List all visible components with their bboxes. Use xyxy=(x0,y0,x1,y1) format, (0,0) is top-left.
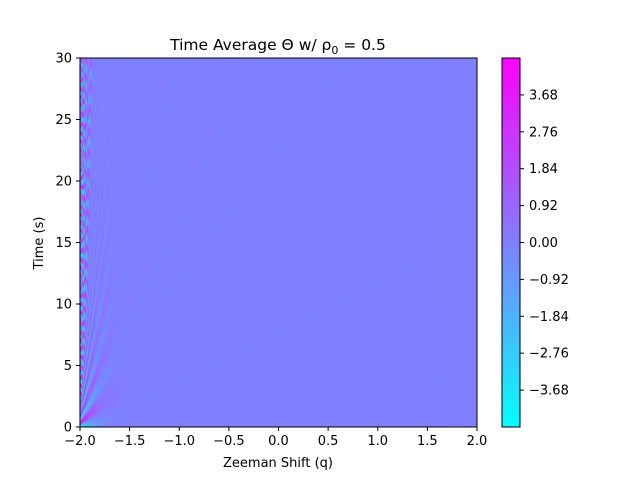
x-tick-label: 2.0 xyxy=(467,434,488,449)
colorbar: 3.68 2.76 1.84 0.92 0.00 −0.92 −1.84 −2.76 −3.68 xyxy=(501,57,569,428)
colorbar-ticks: 3.68 2.76 1.84 0.92 0.00 −0.92 −1.84 −2.76 −3.68 xyxy=(520,88,569,399)
chart-title: Time Average Θ w/ ρ0 = 0.5 xyxy=(169,36,386,57)
heatmap-image xyxy=(80,58,477,427)
x-tick-label: −0.5 xyxy=(213,434,245,449)
colorbar-tick-label: −2.76 xyxy=(529,347,569,362)
colorbar-tick-label: 0.00 xyxy=(529,236,558,251)
y-axis-label: Time (s) xyxy=(32,217,47,271)
y-tick-label: 25 xyxy=(55,113,72,128)
y-tick-label: 15 xyxy=(55,236,72,251)
colorbar-tick-label: 1.84 xyxy=(529,162,558,177)
y-tick-label: 30 xyxy=(55,52,72,67)
x-tick-label: −1.0 xyxy=(163,434,195,449)
x-axis-label: Zeeman Shift (q) xyxy=(223,456,333,471)
y-axis-ticks: 0 5 10 15 20 25 30 xyxy=(55,52,80,436)
x-axis-ticks: −2.0 −1.5 −1.0 −0.5 0.0 0.5 1.0 1.5 2.0 xyxy=(64,427,487,449)
chart-title-tail: = 0.5 xyxy=(338,36,386,54)
colorbar-gradient xyxy=(502,58,520,427)
heatmap-area xyxy=(79,57,478,428)
y-tick-label: 0 xyxy=(64,421,72,436)
colorbar-tick-label: −0.92 xyxy=(529,273,569,288)
colorbar-tick-label: 2.76 xyxy=(529,125,558,140)
y-tick-label: 10 xyxy=(55,298,72,313)
chart-title-subscript: 0 xyxy=(331,44,338,57)
colorbar-tick-label: 0.92 xyxy=(529,199,558,214)
x-tick-label: 0.5 xyxy=(318,434,339,449)
x-tick-label: −2.0 xyxy=(64,434,96,449)
chart-title-main: Time Average Θ w/ ρ xyxy=(169,36,331,54)
x-tick-label: 1.0 xyxy=(367,434,388,449)
colorbar-tick-label: −3.68 xyxy=(529,384,569,399)
x-tick-label: 0.0 xyxy=(268,434,289,449)
x-tick-label: 1.5 xyxy=(417,434,438,449)
colorbar-tick-label: 3.68 xyxy=(529,88,558,103)
colorbar-tick-label: −1.84 xyxy=(529,310,569,325)
x-tick-label: −1.5 xyxy=(114,434,146,449)
y-tick-label: 5 xyxy=(64,359,72,374)
y-tick-label: 20 xyxy=(55,175,72,190)
